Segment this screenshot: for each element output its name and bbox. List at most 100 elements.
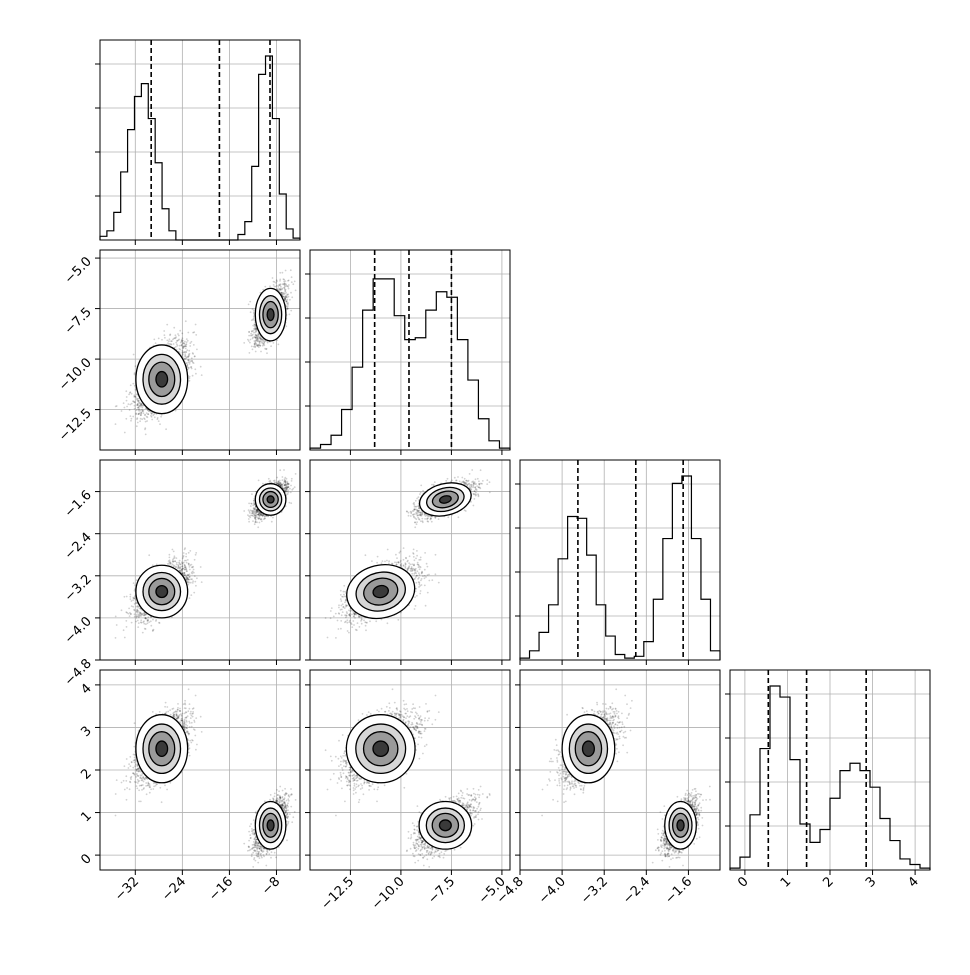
scatter-point (270, 345, 272, 347)
scatter-point (138, 400, 140, 402)
scatter-point (273, 284, 275, 286)
scatter-point (251, 319, 253, 321)
scatter-point (255, 328, 257, 330)
scatter-point (191, 357, 193, 359)
scatter-point (273, 342, 275, 344)
scatter-point (266, 352, 268, 354)
scatter-point (151, 412, 153, 414)
scatter-point (250, 311, 252, 313)
scatter-point (121, 410, 123, 412)
scatter-point (285, 291, 287, 293)
scatter-point (288, 284, 290, 286)
scatter-point (174, 337, 176, 339)
scatter-point (132, 416, 134, 418)
scatter-point (131, 418, 133, 420)
scatter-point (283, 279, 285, 281)
scatter-point (179, 560, 181, 562)
scatter-point (134, 372, 136, 374)
scatter-point (290, 292, 292, 294)
scatter-point (279, 284, 281, 286)
scatter-point (185, 348, 187, 350)
scatter-point (264, 286, 266, 288)
scatter-point (184, 355, 186, 357)
scatter-point (290, 310, 292, 312)
scatter-point (141, 418, 143, 420)
scatter-point (187, 364, 189, 366)
y-tick-label: −5.0 (62, 254, 95, 287)
scatter-point (195, 334, 197, 336)
scatter-point (253, 318, 255, 320)
scatter-point (276, 285, 278, 287)
scatter-point (264, 348, 266, 350)
scatter-point (295, 290, 297, 292)
y-tick-label: −10.0 (56, 355, 95, 394)
scatter-point (262, 342, 264, 344)
scatter-point (126, 400, 128, 402)
scatter-point (248, 331, 250, 333)
scatter-point (269, 285, 271, 287)
scatter-point (144, 414, 146, 416)
scatter-point (284, 288, 286, 290)
scatter-point (253, 340, 255, 342)
scatter-point (260, 351, 262, 353)
scatter-point (163, 330, 165, 332)
scatter-point (196, 349, 198, 351)
scatter-point (277, 286, 279, 288)
scatter-point (248, 335, 250, 337)
scatter-point (195, 324, 197, 326)
scatter-point (179, 345, 181, 347)
scatter-point (136, 409, 138, 411)
density-contour (156, 372, 168, 387)
scatter-point (151, 419, 153, 421)
scatter-point (272, 277, 274, 279)
scatter-point (141, 403, 143, 405)
scatter-point (135, 621, 137, 623)
scatter-point (131, 403, 133, 405)
scatter-point (196, 577, 198, 579)
scatter-point (253, 328, 255, 330)
scatter-point (280, 289, 282, 291)
scatter-point (175, 410, 177, 412)
scatter-point (191, 341, 193, 343)
scatter-point (285, 270, 287, 272)
scatter-point (177, 345, 179, 347)
scatter-point (175, 334, 177, 336)
scatter-point (257, 340, 259, 342)
scatter-point (123, 402, 125, 404)
scatter-point (137, 422, 139, 424)
scatter-point (143, 412, 145, 414)
scatter-point (186, 349, 188, 351)
scatter-point (250, 335, 252, 337)
scatter-point (190, 582, 192, 584)
scatter-point (132, 400, 134, 402)
scatter-point (129, 409, 131, 411)
scatter-point (250, 333, 252, 335)
scatter-point (134, 401, 136, 403)
scatter-point (153, 339, 155, 341)
scatter-point (138, 413, 140, 415)
scatter-point (289, 299, 291, 301)
scatter-point (189, 550, 191, 552)
scatter-point (116, 405, 118, 407)
scatter-point (189, 380, 191, 382)
scatter-point (168, 340, 170, 342)
scatter-point (161, 339, 163, 341)
scatter-point (286, 306, 288, 308)
scatter-point (167, 342, 169, 344)
scatter-point (189, 378, 191, 380)
scatter-point (243, 342, 245, 344)
scatter-point (255, 330, 257, 332)
scatter-point (183, 342, 185, 344)
scatter-point (137, 620, 139, 622)
scatter-point (164, 337, 166, 339)
scatter-point (181, 344, 183, 346)
scatter-point (248, 304, 250, 306)
scatter-point (286, 285, 288, 287)
scatter-point (256, 335, 258, 337)
scatter-point (185, 320, 187, 322)
scatter-point (125, 390, 127, 392)
scatter-point (258, 335, 260, 337)
scatter-point (124, 596, 126, 598)
scatter-point (124, 407, 126, 409)
